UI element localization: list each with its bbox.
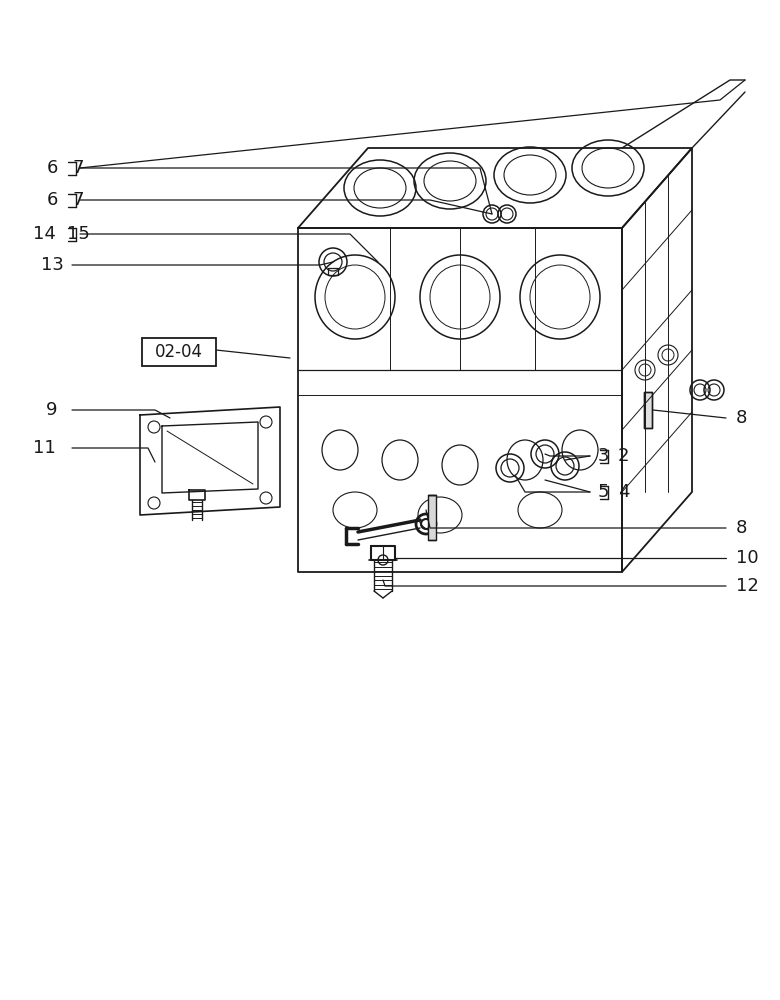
Text: 8: 8 xyxy=(736,409,747,427)
FancyBboxPatch shape xyxy=(142,338,216,366)
Text: 02-04: 02-04 xyxy=(155,343,203,361)
Text: 12: 12 xyxy=(736,577,759,595)
FancyBboxPatch shape xyxy=(644,392,652,428)
Text: 7: 7 xyxy=(73,191,83,209)
Text: 3: 3 xyxy=(598,447,609,465)
Text: 10: 10 xyxy=(736,549,759,567)
Text: 11: 11 xyxy=(33,439,55,457)
Text: 13: 13 xyxy=(41,256,63,274)
Text: 15: 15 xyxy=(66,225,90,243)
Text: 6: 6 xyxy=(46,191,58,209)
Text: 5: 5 xyxy=(598,483,609,501)
FancyBboxPatch shape xyxy=(428,495,436,540)
Text: 9: 9 xyxy=(46,401,58,419)
Text: 8: 8 xyxy=(736,519,747,537)
Text: 4: 4 xyxy=(618,483,629,501)
Text: 7: 7 xyxy=(73,159,83,177)
Text: 14: 14 xyxy=(33,225,55,243)
Text: 6: 6 xyxy=(46,159,58,177)
Text: 2: 2 xyxy=(618,447,629,465)
